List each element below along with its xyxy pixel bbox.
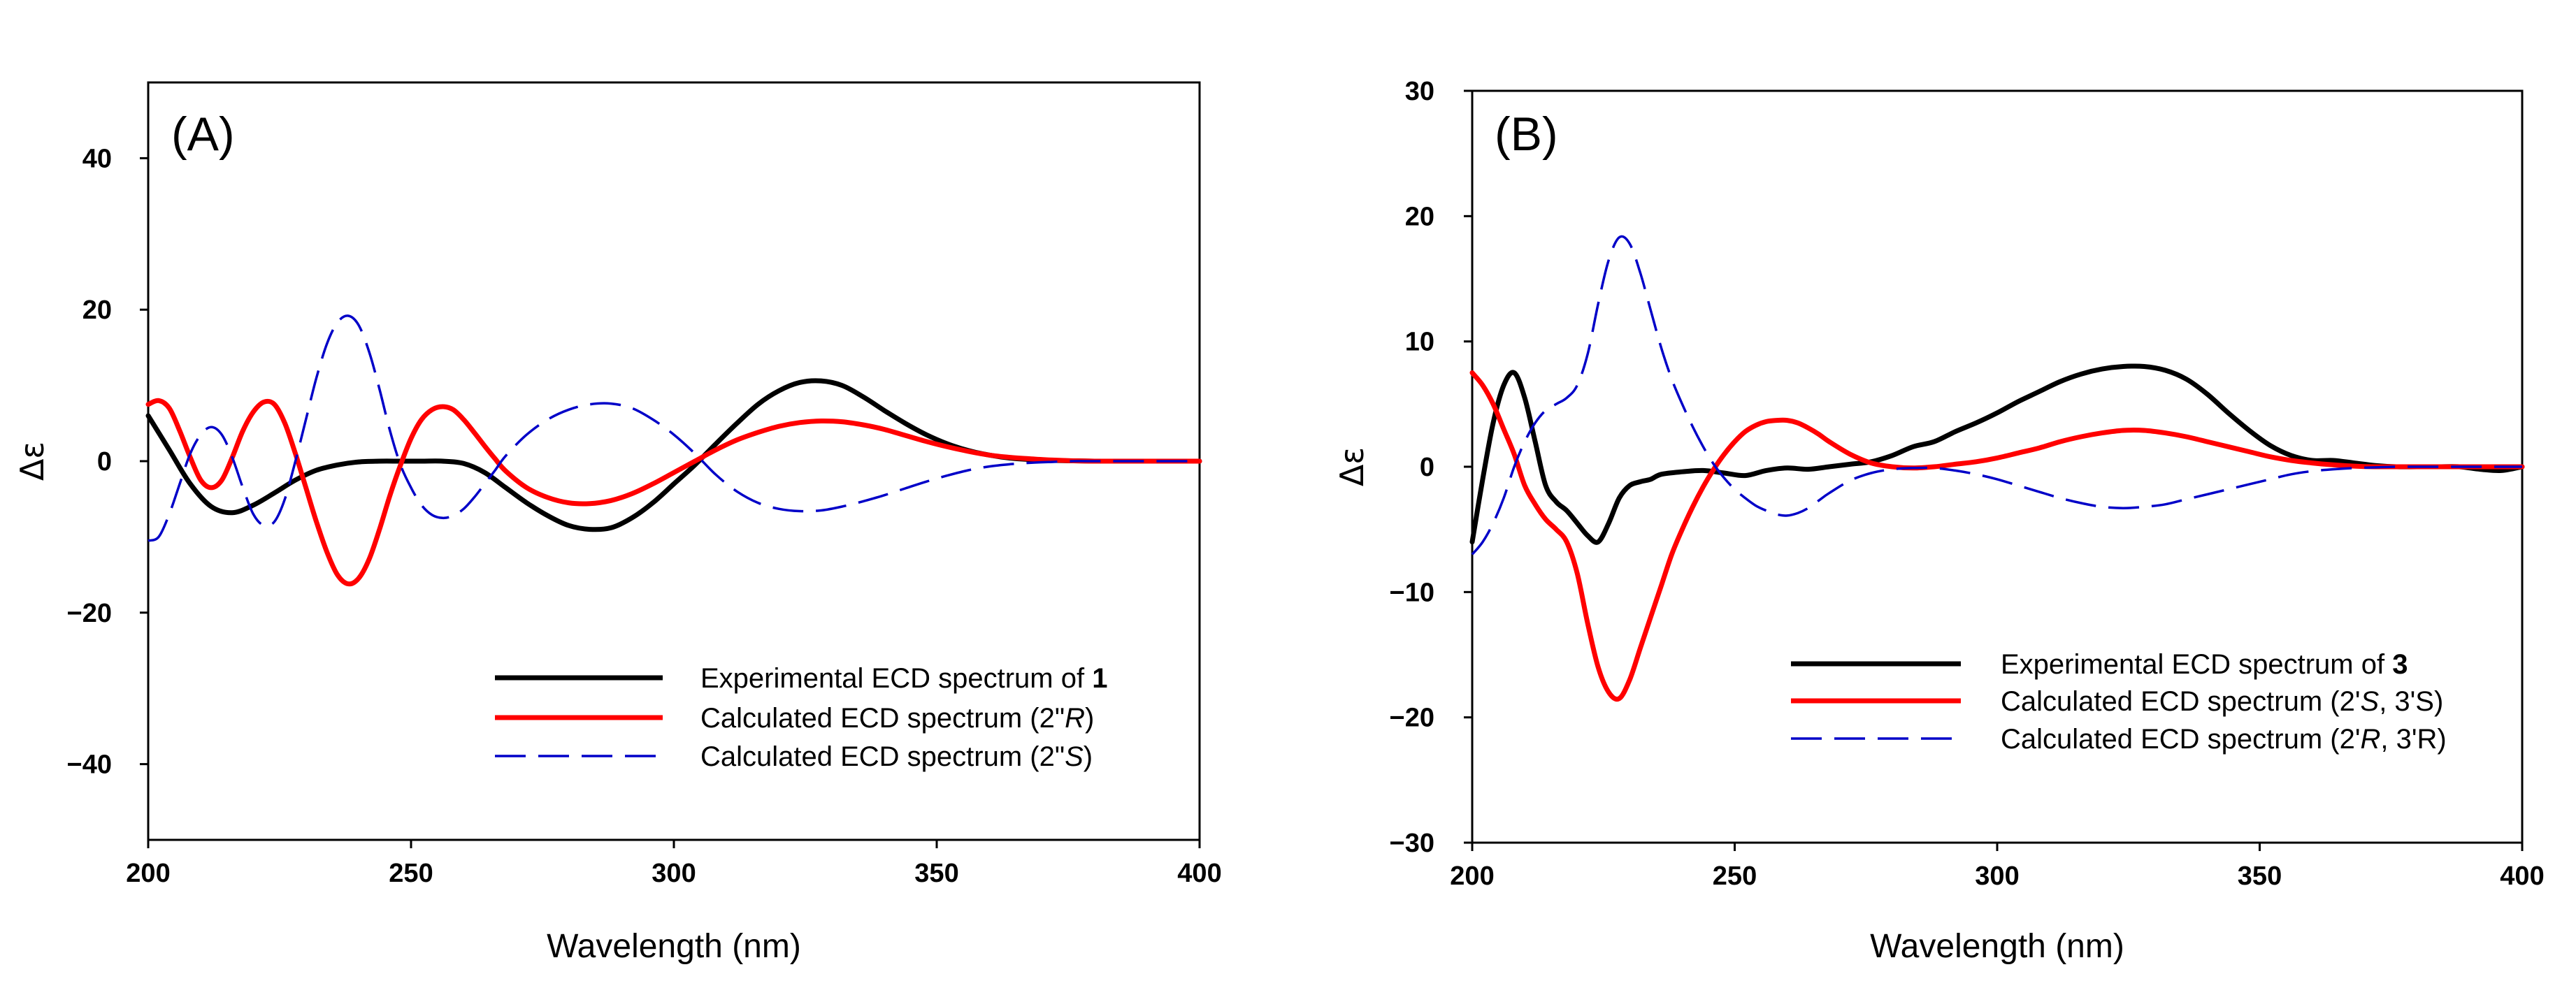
y-axis-title: Δε	[1333, 447, 1371, 486]
legend-entry-base: Experimental ECD spectrum of	[2001, 649, 2392, 680]
legend: Experimental ECD spectrum of 1 Calculated…	[495, 663, 1107, 772]
x-tick-label: 400	[1177, 859, 1221, 888]
legend-entry-configuration: R	[1065, 703, 1085, 734]
x-tick-label: 250	[1713, 862, 1757, 891]
legend-entry-suffix: )	[1084, 741, 1093, 772]
x-axis-title: Wavelength (nm)	[1870, 928, 2124, 965]
y-tick-label: 40	[82, 144, 112, 173]
x-tick-label: 300	[652, 859, 696, 888]
legend-entry-compound-number: 3	[2392, 649, 2408, 680]
y-tick-label: 0	[97, 447, 112, 477]
legend-entry-configuration: S	[2361, 686, 2380, 717]
legend-entry-text: Calculated ECD spectrum (2"S)	[700, 741, 1093, 772]
legend-entry-compound-number: 1	[1092, 663, 1107, 694]
legend-entry-text: Experimental ECD spectrum of 1	[700, 663, 1107, 694]
panel-label: (B)	[1495, 108, 1558, 161]
chart-panel-a: 200 250 300 350 400 −40 −20 0 20 40 Wavelength (nm…	[13, 81, 1222, 965]
y-tick-label: −40	[67, 750, 112, 780]
x-axis-title: Wavelength (nm)	[547, 928, 801, 965]
legend-entry-text: Experimental ECD spectrum of 3	[2001, 649, 2408, 680]
x-tick-label: 400	[2500, 862, 2544, 891]
legend-entry-suffix: )	[1085, 703, 1094, 734]
legend-entry-base: Calculated ECD spectrum (2"	[700, 741, 1065, 772]
panel-label: (A)	[171, 108, 235, 161]
y-tick-label: −10	[1390, 578, 1434, 607]
y-tick-label: −20	[1390, 704, 1434, 733]
y-tick-label: 20	[1405, 202, 1434, 231]
legend-entry-base: Experimental ECD spectrum of	[700, 663, 1092, 694]
y-tick-label: −30	[1390, 829, 1434, 858]
y-tick-label: 20	[82, 296, 112, 325]
legend-entry-text: Calculated ECD spectrum (2'S, 3'S)	[2001, 686, 2443, 717]
y-axis-title: Δε	[13, 442, 51, 481]
legend-entry-suffix: , 3'S)	[2379, 686, 2443, 717]
x-tick-label: 200	[1450, 862, 1494, 891]
series-line-experimental	[1469, 363, 2525, 545]
legend-entry-text: Calculated ECD spectrum (2"R)	[700, 703, 1094, 734]
y-tick-label: 10	[1405, 328, 1434, 357]
series-line-calculated-2	[147, 314, 1200, 542]
x-tick-label: 350	[2238, 862, 2282, 891]
y-tick-label: −20	[67, 599, 112, 628]
series-line-calculated-2	[1471, 235, 2522, 555]
x-tick-label: 350	[914, 859, 958, 888]
y-tick-label: 0	[1420, 453, 1434, 482]
legend-entry-base: Calculated ECD spectrum (2'	[2001, 724, 2361, 755]
legend-entry-suffix: , 3'R)	[2380, 724, 2446, 755]
chart-panel-b: 200 250 300 350 400 −30 −20 −10 0 10 20 30 Wavelengt…	[1333, 77, 2545, 965]
legend: Experimental ECD spectrum of 3 Calculated…	[1791, 649, 2447, 755]
y-tick-label: 30	[1405, 77, 1434, 106]
legend-entry-text: Calculated ECD spectrum (2'R, 3'R)	[2001, 724, 2447, 755]
legend-entry-base: Calculated ECD spectrum (2'	[2001, 686, 2361, 717]
x-tick-label: 300	[1975, 862, 2019, 891]
x-tick-label: 250	[389, 859, 433, 888]
legend-entry-base: Calculated ECD spectrum (2"	[700, 703, 1065, 734]
series-line-calculated-1	[1469, 370, 2525, 702]
legend-entry-configuration: R	[2361, 724, 2381, 755]
legend-entry-configuration: S	[1065, 741, 1084, 772]
x-tick-label: 200	[126, 859, 170, 888]
